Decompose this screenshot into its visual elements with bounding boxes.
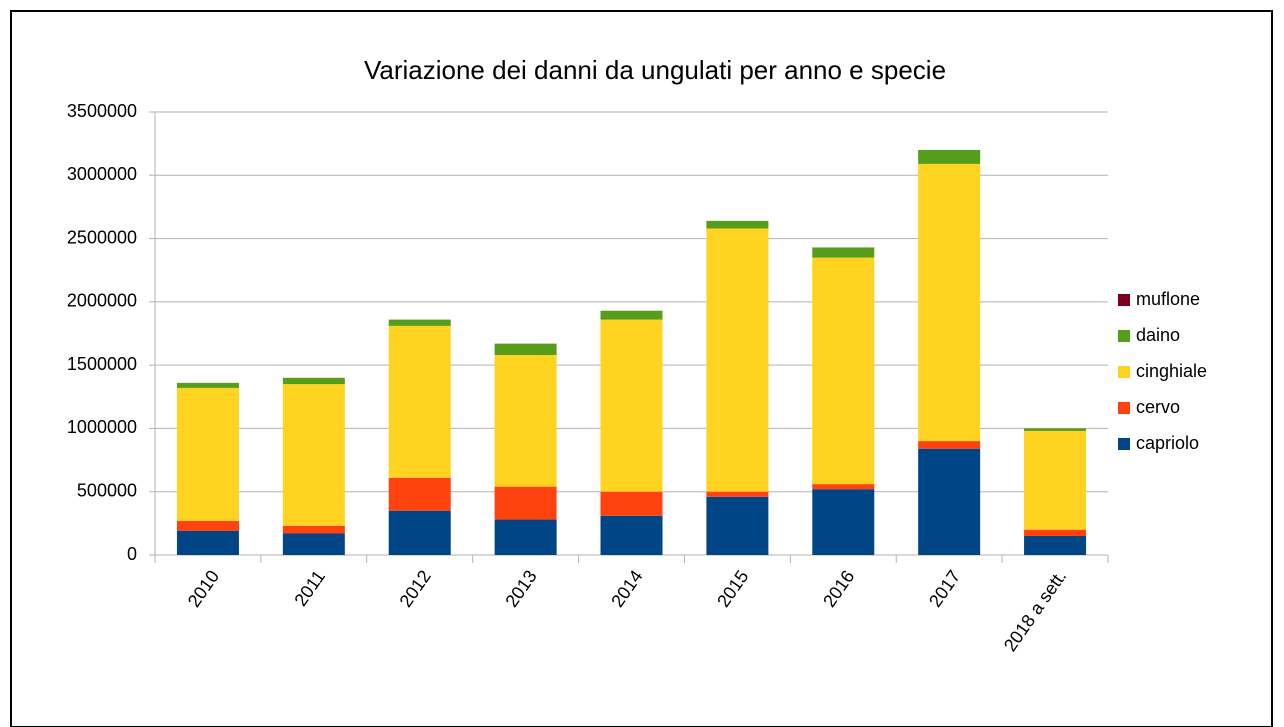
bar-segment	[918, 441, 981, 449]
bar-segment	[918, 448, 981, 555]
bar-segment	[706, 491, 769, 497]
chart-title: Variazione dei danni da ungulati per ann…	[364, 55, 946, 85]
bar-segment	[706, 228, 769, 492]
bar-segment	[600, 515, 663, 555]
bar-segment	[282, 525, 345, 534]
bar-segment	[176, 520, 239, 531]
bar-segment	[282, 533, 345, 555]
bar-segment	[1024, 529, 1087, 537]
y-tick-label: 1500000	[67, 354, 137, 374]
legend-label: daino	[1136, 325, 1180, 345]
legend-swatch	[1118, 366, 1130, 378]
bar-segment	[494, 355, 557, 487]
bar-segment	[918, 149, 981, 164]
legend-swatch	[1118, 330, 1130, 342]
legend-label: cervo	[1136, 397, 1180, 417]
y-tick-label: 1000000	[67, 417, 137, 437]
bar-segment	[600, 491, 663, 516]
y-tick-label: 2500000	[67, 227, 137, 247]
bar-segment	[494, 486, 557, 520]
bar-segment	[918, 163, 981, 442]
legend-swatch	[1118, 438, 1130, 450]
y-tick-label: 3000000	[67, 164, 137, 184]
bar-segment	[176, 382, 239, 388]
bar-segment	[176, 387, 239, 521]
bar-segment	[600, 319, 663, 492]
y-tick-label: 2000000	[67, 291, 137, 311]
bar-segment	[282, 377, 345, 385]
bar-segment	[494, 343, 557, 356]
y-tick-label: 3500000	[67, 101, 137, 121]
bar-segment	[1024, 428, 1087, 431]
bar-segment	[812, 484, 875, 490]
bar-segment	[812, 257, 875, 485]
bar-segment	[176, 530, 239, 555]
bar-segment	[600, 310, 663, 320]
bar-segment	[282, 384, 345, 526]
legend-label: muflone	[1136, 289, 1200, 309]
bar-segment	[388, 319, 451, 326]
legend-swatch	[1118, 294, 1130, 306]
bar-segment	[388, 510, 451, 555]
legend-swatch	[1118, 402, 1130, 414]
bar-segment	[812, 489, 875, 555]
bar-segment	[1024, 536, 1087, 555]
legend-label: cinghiale	[1136, 361, 1207, 381]
y-tick-label: 0	[127, 544, 137, 564]
bar-segment	[706, 496, 769, 555]
y-tick-label: 500000	[77, 480, 137, 500]
bar-segment	[1024, 430, 1087, 530]
bar-segment	[812, 247, 875, 258]
bar-segment	[494, 519, 557, 555]
bar-segment	[388, 477, 451, 511]
bar-segment	[388, 325, 451, 478]
legend-label: capriolo	[1136, 433, 1199, 453]
bar-segment	[706, 220, 769, 229]
